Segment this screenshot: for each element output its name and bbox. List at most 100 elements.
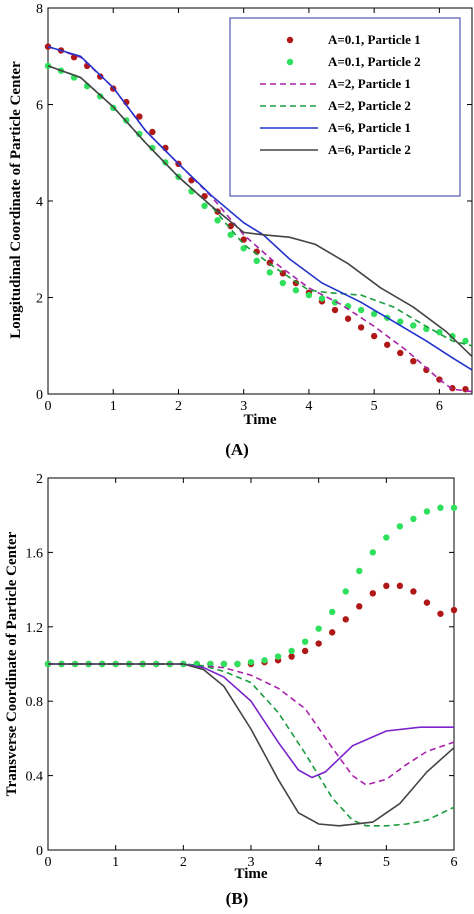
data-point bbox=[410, 322, 417, 329]
x-tick-label: 3 bbox=[240, 399, 247, 414]
data-point bbox=[397, 318, 404, 325]
data-point bbox=[356, 603, 363, 610]
series-line bbox=[47, 65, 473, 357]
legend-label: A=2, Particle 2 bbox=[328, 98, 411, 113]
data-point bbox=[331, 306, 339, 314]
series-0 bbox=[44, 582, 458, 668]
chart-b-x-axis-label: Time bbox=[234, 866, 267, 882]
data-point bbox=[253, 257, 260, 265]
data-point bbox=[342, 616, 349, 623]
chart-a-panel-label: (A) bbox=[225, 440, 249, 459]
legend-marker bbox=[286, 58, 294, 66]
legend-label: A=0.1, Particle 1 bbox=[328, 32, 421, 47]
data-point bbox=[396, 582, 404, 590]
x-tick-label: 6 bbox=[451, 855, 458, 870]
data-point bbox=[331, 299, 339, 306]
data-point bbox=[342, 588, 349, 595]
chart-a-x-axis-label: Time bbox=[243, 412, 276, 428]
data-point bbox=[410, 515, 417, 523]
series-4 bbox=[48, 663, 454, 779]
data-point bbox=[369, 549, 376, 556]
legend-box bbox=[229, 17, 461, 197]
data-point bbox=[315, 640, 322, 647]
x-tick-label: 6 bbox=[436, 399, 443, 414]
chart-b-ticks: 0 1 2 3 4 5 6 0 0.4 0.8 1.2 1.6 2 bbox=[26, 472, 458, 870]
y-tick-label: 1.2 bbox=[26, 621, 44, 636]
data-point bbox=[436, 329, 443, 336]
chart-b-panel-label: (B) bbox=[226, 889, 249, 908]
data-point bbox=[247, 658, 255, 666]
data-point bbox=[288, 647, 295, 655]
y-tick-label: 0.8 bbox=[26, 695, 44, 710]
data-point bbox=[437, 504, 444, 511]
data-point bbox=[450, 504, 458, 511]
data-point bbox=[384, 341, 391, 348]
y-tick-label: 1.6 bbox=[26, 546, 44, 561]
data-point bbox=[240, 245, 247, 252]
chart-a-ticks: 0 1 2 3 4 5 6 0 2 4 6 8 bbox=[36, 2, 472, 414]
series-line bbox=[47, 45, 473, 393]
data-point bbox=[301, 638, 309, 645]
data-point bbox=[462, 337, 469, 345]
x-tick-label: 4 bbox=[305, 399, 312, 414]
series-line bbox=[48, 663, 455, 827]
data-point bbox=[410, 357, 417, 365]
data-point bbox=[356, 567, 363, 575]
series-5 bbox=[48, 663, 455, 827]
y-tick-label: 0 bbox=[36, 844, 43, 859]
data-point bbox=[396, 523, 404, 530]
data-point bbox=[214, 217, 221, 224]
x-tick-label: 5 bbox=[371, 399, 378, 414]
data-point bbox=[136, 130, 143, 138]
data-point bbox=[234, 660, 241, 668]
data-point bbox=[201, 202, 208, 210]
x-tick-label: 5 bbox=[383, 855, 390, 870]
series-line bbox=[48, 663, 455, 827]
y-tick-label: 0 bbox=[36, 388, 43, 403]
data-point bbox=[370, 332, 378, 340]
data-point bbox=[383, 582, 390, 590]
legend-label: A=2, Particle 1 bbox=[328, 76, 411, 91]
series-2 bbox=[47, 45, 473, 393]
data-point bbox=[315, 625, 322, 632]
data-point bbox=[449, 385, 456, 392]
legend-label: A=6, Particle 2 bbox=[328, 142, 411, 157]
series-3 bbox=[48, 663, 455, 827]
data-point bbox=[369, 590, 376, 597]
legend-label: A=0.1, Particle 2 bbox=[328, 54, 421, 69]
y-tick-label: 2 bbox=[36, 292, 43, 307]
data-point bbox=[318, 295, 326, 302]
y-tick-label: 8 bbox=[36, 2, 43, 17]
data-point bbox=[397, 349, 404, 357]
data-point bbox=[370, 310, 378, 318]
data-point bbox=[450, 606, 458, 614]
data-point bbox=[274, 653, 282, 660]
legend-label: A=6, Particle 1 bbox=[328, 120, 411, 135]
x-tick-label: 2 bbox=[175, 399, 182, 414]
data-point bbox=[357, 306, 365, 314]
data-point bbox=[240, 236, 247, 243]
data-point bbox=[227, 231, 234, 238]
data-point bbox=[227, 222, 234, 230]
data-point bbox=[383, 534, 390, 541]
y-tick-label: 6 bbox=[36, 99, 43, 114]
data-point bbox=[292, 287, 300, 294]
series-1 bbox=[44, 504, 458, 668]
data-point bbox=[288, 653, 295, 660]
x-tick-label: 1 bbox=[112, 855, 119, 870]
series-line bbox=[48, 663, 454, 779]
series-5 bbox=[47, 65, 473, 357]
y-tick-label: 4 bbox=[36, 195, 43, 210]
chart-panel-b: 0 1 2 3 4 5 6 0 0.4 0.8 1.2 1.6 2 Time Transverse Co… bbox=[4, 472, 458, 908]
x-tick-label: 0 bbox=[45, 855, 52, 870]
data-point bbox=[437, 610, 444, 617]
x-tick-label: 0 bbox=[45, 399, 52, 414]
data-point bbox=[266, 269, 273, 276]
x-tick-label: 1 bbox=[110, 399, 117, 414]
data-point bbox=[220, 660, 228, 668]
chart-a-series bbox=[44, 43, 473, 393]
chart-a-legend: A=0.1, Particle 1 A=0.1, Particle 2 A=2, P… bbox=[229, 17, 461, 197]
data-point bbox=[261, 657, 268, 664]
data-point bbox=[449, 332, 456, 340]
data-point bbox=[279, 279, 287, 287]
